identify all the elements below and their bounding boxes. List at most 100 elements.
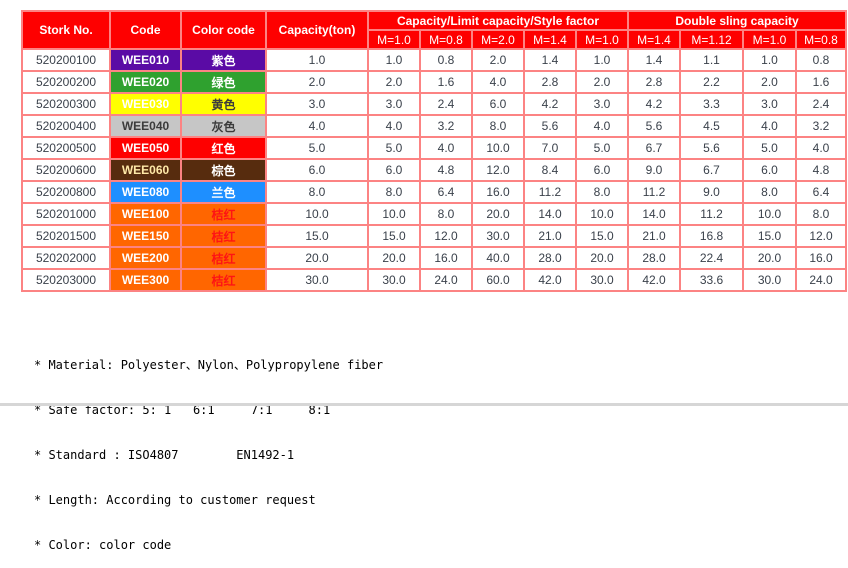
table-body: 520200100 WEE010 紫色 1.0 1.0 0.8 2.0 1.4 1.0 1… (21, 48, 848, 292)
capacity-factor-value: 4.8 (419, 158, 473, 182)
capacity-factor-value: 10.0 (367, 202, 421, 226)
capacity-factor-value: 1.0 (574, 48, 630, 72)
capacity-cell: 1.0 (265, 48, 369, 72)
stork-no-cell: 520203000 (21, 268, 111, 292)
double-sling-value: 6.7 (679, 158, 745, 182)
capacity-factor-value: 30.0 (574, 268, 630, 292)
capacity-factor-value: 28.0 (523, 246, 577, 270)
double-sling-value: 6.4 (795, 180, 848, 204)
header-row-factors: M=1.0 M=0.8 M=2.0 M=1.4 M=1.0 M=1.4 M=1.… (22, 29, 848, 50)
double-sling-value: 14.0 (627, 202, 682, 226)
double-sling-value: 28.0 (627, 246, 682, 270)
capacity-cell: 10.0 (265, 202, 369, 226)
capacity-factor-value: 15.0 (367, 224, 421, 248)
capacity-factor-value: 24.0 (419, 268, 473, 292)
double-sling-value: 15.0 (742, 224, 798, 248)
double-sling-value: 3.2 (795, 114, 848, 138)
stork-no-cell: 520202000 (21, 246, 111, 270)
color-name-cell: 绿色 (180, 70, 267, 94)
capacity-factor-value: 10.0 (471, 136, 525, 160)
double-sling-value: 5.0 (742, 136, 798, 160)
sling-capacity-table-wrap: Stork No. Code Color code Capacity(ton) … (21, 10, 848, 292)
capacity-cell: 30.0 (265, 268, 369, 292)
color-name-cell: 灰色 (180, 114, 267, 138)
capacity-factor-value: 42.0 (523, 268, 577, 292)
double-sling-value: 20.0 (742, 246, 798, 270)
header-factor: M=0.8 (795, 29, 848, 50)
double-sling-value: 12.0 (795, 224, 848, 248)
table-row: 520200800 WEE080 兰色 8.0 8.0 6.4 16.0 11.2 8.… (21, 180, 848, 204)
code-cell: WEE030 (109, 92, 182, 116)
double-sling-value: 4.8 (795, 158, 848, 182)
double-sling-value: 11.2 (627, 180, 682, 204)
capacity-cell: 5.0 (265, 136, 369, 160)
color-name-cell: 红色 (180, 136, 267, 160)
footnotes: * Material: Polyester、Nylon、Polypropylen… (34, 328, 383, 568)
capacity-factor-value: 4.0 (574, 114, 630, 138)
table-row: 520203000 WEE300 桔红 30.0 30.0 24.0 60.0 42.… (21, 268, 848, 292)
bottom-divider (0, 403, 848, 406)
double-sling-value: 6.0 (742, 158, 798, 182)
double-sling-value: 3.0 (742, 92, 798, 116)
capacity-cell: 4.0 (265, 114, 369, 138)
capacity-factor-value: 8.0 (471, 114, 525, 138)
double-sling-value: 24.0 (795, 268, 848, 292)
table-row: 520200600 WEE060 棕色 6.0 6.0 4.8 12.0 8.4 6.0… (21, 158, 848, 182)
table-header: Stork No. Code Color code Capacity(ton) … (21, 10, 848, 50)
double-sling-value: 2.8 (627, 70, 682, 94)
capacity-factor-value: 16.0 (419, 246, 473, 270)
capacity-factor-value: 8.0 (367, 180, 421, 204)
header-factor: M=1.0 (742, 29, 798, 50)
capacity-factor-value: 1.0 (367, 48, 421, 72)
stork-no-cell: 520200800 (21, 180, 111, 204)
code-cell: WEE040 (109, 114, 182, 138)
color-name-cell: 黄色 (180, 92, 267, 116)
capacity-factor-value: 14.0 (523, 202, 577, 226)
capacity-factor-value: 3.2 (419, 114, 473, 138)
capacity-factor-value: 6.0 (471, 92, 525, 116)
double-sling-value: 0.8 (795, 48, 848, 72)
table-row: 520200400 WEE040 灰色 4.0 4.0 3.2 8.0 5.6 4.0 5… (21, 114, 848, 138)
table-row: 520200200 WEE020 绿色 2.0 2.0 1.6 4.0 2.8 2.0 2… (21, 70, 848, 94)
capacity-factor-value: 6.0 (574, 158, 630, 182)
header-capacity-ton: Capacity(ton) (265, 10, 369, 50)
stork-no-cell: 520200300 (21, 92, 111, 116)
color-name-cell: 兰色 (180, 180, 267, 204)
header-code: Code (109, 10, 182, 50)
double-sling-value: 22.4 (679, 246, 745, 270)
capacity-factor-value: 15.0 (574, 224, 630, 248)
double-sling-value: 4.2 (627, 92, 682, 116)
capacity-factor-value: 10.0 (574, 202, 630, 226)
stork-no-cell: 520200400 (21, 114, 111, 138)
capacity-factor-value: 5.0 (367, 136, 421, 160)
capacity-factor-value: 6.0 (367, 158, 421, 182)
header-factor: M=1.0 (367, 29, 421, 50)
capacity-factor-value: 8.4 (523, 158, 577, 182)
double-sling-value: 10.0 (742, 202, 798, 226)
stork-no-cell: 520201000 (21, 202, 111, 226)
double-sling-value: 4.0 (795, 136, 848, 160)
capacity-factor-value: 4.0 (367, 114, 421, 138)
double-sling-value: 5.6 (679, 136, 745, 160)
header-factor: M=0.8 (419, 29, 473, 50)
capacity-factor-value: 2.0 (367, 70, 421, 94)
capacity-factor-value: 4.2 (523, 92, 577, 116)
capacity-cell: 15.0 (265, 224, 369, 248)
capacity-factor-value: 60.0 (471, 268, 525, 292)
table-row: 520200300 WEE030 黄色 3.0 3.0 2.4 6.0 4.2 3.0 4… (21, 92, 848, 116)
code-cell: WEE150 (109, 224, 182, 248)
code-cell: WEE080 (109, 180, 182, 204)
double-sling-value: 11.2 (679, 202, 745, 226)
code-cell: WEE020 (109, 70, 182, 94)
double-sling-value: 6.7 (627, 136, 682, 160)
table-row: 520200500 WEE050 红色 5.0 5.0 4.0 10.0 7.0 5.0… (21, 136, 848, 160)
double-sling-value: 4.0 (742, 114, 798, 138)
note-line: * Color: color code (34, 538, 172, 552)
capacity-cell: 3.0 (265, 92, 369, 116)
double-sling-value: 1.6 (795, 70, 848, 94)
color-name-cell: 桔红 (180, 268, 267, 292)
double-sling-value: 16.8 (679, 224, 745, 248)
capacity-factor-value: 16.0 (471, 180, 525, 204)
header-double-sling-group: Double sling capacity (627, 10, 848, 31)
capacity-factor-value: 0.8 (419, 48, 473, 72)
